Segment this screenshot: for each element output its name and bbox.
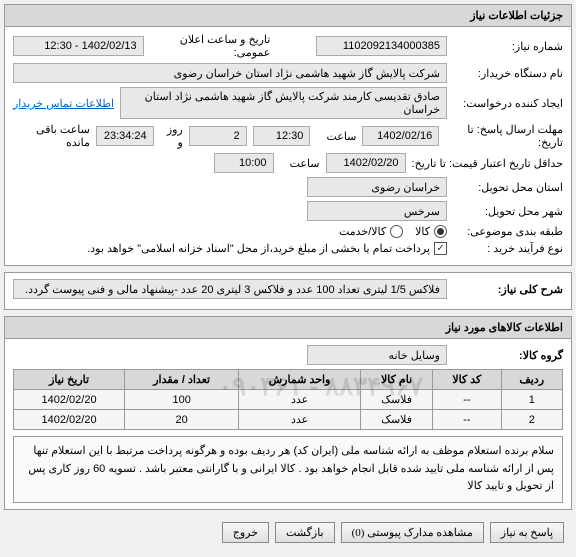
footer-buttons: پاسخ به نیاز مشاهده مدارک پیوستی (0) باز… [4, 516, 572, 549]
days-remain-label: روز و [160, 123, 183, 149]
summary-panel: شرح کلی نیاز: فلاکس 1/5 لیتری تعداد 100 … [4, 272, 572, 310]
time-remain: 23:34:24 [96, 126, 154, 146]
cell-name: فلاسک [361, 410, 433, 430]
back-button[interactable]: بازگشت [275, 522, 335, 543]
purchase-note: پرداخت تمام یا بخشی از مبلغ خرید،از محل … [87, 242, 430, 255]
details-panel: جزئیات اطلاعات نیاز شماره نیاز: 11020921… [4, 4, 572, 266]
buyer-value: شرکت پالایش گاز شهید هاشمی نژاد استان خر… [13, 63, 447, 83]
goods-panel: اطلاعات کالاهای مورد نیاز گروه کالا: وسا… [4, 316, 572, 510]
validity-label: حداقل تاریخ اعتبار قیمت: تا تاریخ: [412, 157, 563, 170]
panel-body: شماره نیاز: 1102092134000385 تاریخ و ساع… [5, 27, 571, 265]
contact-link[interactable]: اطلاعات تماس خریدار [13, 97, 114, 110]
summary-body: شرح کلی نیاز: فلاکس 1/5 لیتری تعداد 100 … [5, 273, 571, 309]
goods-note: سلام برنده استعلام موظف به ارائه شناسه م… [13, 436, 563, 503]
row-goods-group: گروه کالا: وسایل خانه [13, 345, 563, 365]
cell-code: -- [433, 390, 501, 410]
cell-row: 2 [501, 410, 562, 430]
goods-group-value: وسایل خانه [307, 345, 447, 365]
city-value: سرخس [307, 201, 447, 221]
radio-service-label: کالا/خدمت [339, 225, 386, 238]
row-deadline: مهلت ارسال پاسخ: تا تاریخ: 1402/02/16 سا… [13, 123, 563, 149]
deadline-date: 1402/02/16 [362, 126, 439, 146]
cell-row: 1 [501, 390, 562, 410]
deadline-time: 12:30 [253, 126, 311, 146]
row-buyer: نام دستگاه خریدار: شرکت پالایش گاز شهید … [13, 63, 563, 83]
purchase-check-group: پرداخت تمام یا بخشی از مبلغ خرید،از محل … [87, 242, 447, 255]
need-number-value: 1102092134000385 [316, 36, 447, 56]
saat-label-2: ساعت [280, 157, 320, 170]
cell-qty: 100 [125, 390, 239, 410]
table-wrapper: ۰۹۰۳۶۱ - ۸۸۳۴۹۶۷ ردیف کد کالا نام کالا و… [13, 369, 563, 430]
row-creator: ایجاد کننده درخواست: صادق تقدیسی کارمند … [13, 87, 563, 119]
public-datetime-label: تاریخ و ساعت اعلان عمومی: [150, 33, 271, 59]
goods-group-label: گروه کالا: [453, 349, 563, 362]
category-radio-group: کالا کالا/خدمت [339, 225, 447, 238]
row-category: طبقه بندی موضوعی: کالا کالا/خدمت [13, 225, 563, 238]
cell-code: -- [433, 410, 501, 430]
goods-body: گروه کالا: وسایل خانه ۰۹۰۳۶۱ - ۸۸۳۴۹۶۷ ر… [5, 339, 571, 509]
saat-label-1: ساعت [316, 130, 356, 143]
validity-date: 1402/02/20 [326, 153, 406, 173]
radio-goods[interactable]: کالا [415, 225, 447, 238]
row-purchase-type: نوع فرآیند خرید : پرداخت تمام یا بخشی از… [13, 242, 563, 255]
cell-unit: عدد [239, 390, 361, 410]
exit-button[interactable]: خروج [222, 522, 269, 543]
col-name: نام کالا [361, 370, 433, 390]
province-value: خراسان رضوی [307, 177, 447, 197]
creator-label: ایجاد کننده درخواست: [453, 97, 563, 110]
cell-date: 1402/02/20 [14, 390, 125, 410]
table-header-row: ردیف کد کالا نام کالا واحد شمارش تعداد /… [14, 370, 563, 390]
need-number-label: شماره نیاز: [453, 40, 563, 53]
cell-qty: 20 [125, 410, 239, 430]
city-label: شهر محل تحویل: [453, 205, 563, 218]
time-remain-label: ساعت باقی مانده [13, 123, 90, 149]
row-need-number: شماره نیاز: 1102092134000385 تاریخ و ساع… [13, 33, 563, 59]
purchase-type-label: نوع فرآیند خرید : [453, 242, 563, 255]
province-label: استان محل تحویل: [453, 181, 563, 194]
radio-service-dot [390, 225, 403, 238]
table-row: 1 -- فلاسک عدد 100 1402/02/20 [14, 390, 563, 410]
summary-text: فلاکس 1/5 لیتری تعداد 100 عدد و فلاکس 3 … [13, 279, 447, 299]
radio-goods-label: کالا [415, 225, 430, 238]
radio-service[interactable]: کالا/خدمت [339, 225, 403, 238]
col-unit: واحد شمارش [239, 370, 361, 390]
category-label: طبقه بندی موضوعی: [453, 225, 563, 238]
table-row: 2 -- فلاسک عدد 20 1402/02/20 [14, 410, 563, 430]
col-row: ردیف [501, 370, 562, 390]
reply-button[interactable]: پاسخ به نیاز [490, 522, 564, 543]
check-treasury-box [434, 242, 447, 255]
panel-title: جزئیات اطلاعات نیاز [5, 5, 571, 27]
row-province: استان محل تحویل: خراسان رضوی [13, 177, 563, 197]
cell-date: 1402/02/20 [14, 410, 125, 430]
buyer-label: نام دستگاه خریدار: [453, 67, 563, 80]
row-city: شهر محل تحویل: سرخس [13, 201, 563, 221]
attachments-button[interactable]: مشاهده مدارک پیوستی (0) [341, 522, 484, 543]
goods-table: ردیف کد کالا نام کالا واحد شمارش تعداد /… [13, 369, 563, 430]
col-date: تاریخ نیاز [14, 370, 125, 390]
cell-unit: عدد [239, 410, 361, 430]
summary-label: شرح کلی نیاز: [453, 283, 563, 296]
col-code: کد کالا [433, 370, 501, 390]
row-summary: شرح کلی نیاز: فلاکس 1/5 لیتری تعداد 100 … [13, 279, 563, 299]
check-treasury[interactable]: پرداخت تمام یا بخشی از مبلغ خرید،از محل … [87, 242, 447, 255]
deadline-label: مهلت ارسال پاسخ: تا تاریخ: [445, 123, 563, 149]
col-qty: تعداد / مقدار [125, 370, 239, 390]
creator-value: صادق تقدیسی کارمند شرکت پالایش گاز شهید … [120, 87, 447, 119]
public-datetime-value: 1402/02/13 - 12:30 [13, 36, 144, 56]
goods-panel-title: اطلاعات کالاهای مورد نیاز [5, 317, 571, 339]
cell-name: فلاسک [361, 390, 433, 410]
days-remain: 2 [189, 126, 247, 146]
validity-time: 10:00 [214, 153, 274, 173]
row-validity: حداقل تاریخ اعتبار قیمت: تا تاریخ: 1402/… [13, 153, 563, 173]
radio-goods-dot [434, 225, 447, 238]
